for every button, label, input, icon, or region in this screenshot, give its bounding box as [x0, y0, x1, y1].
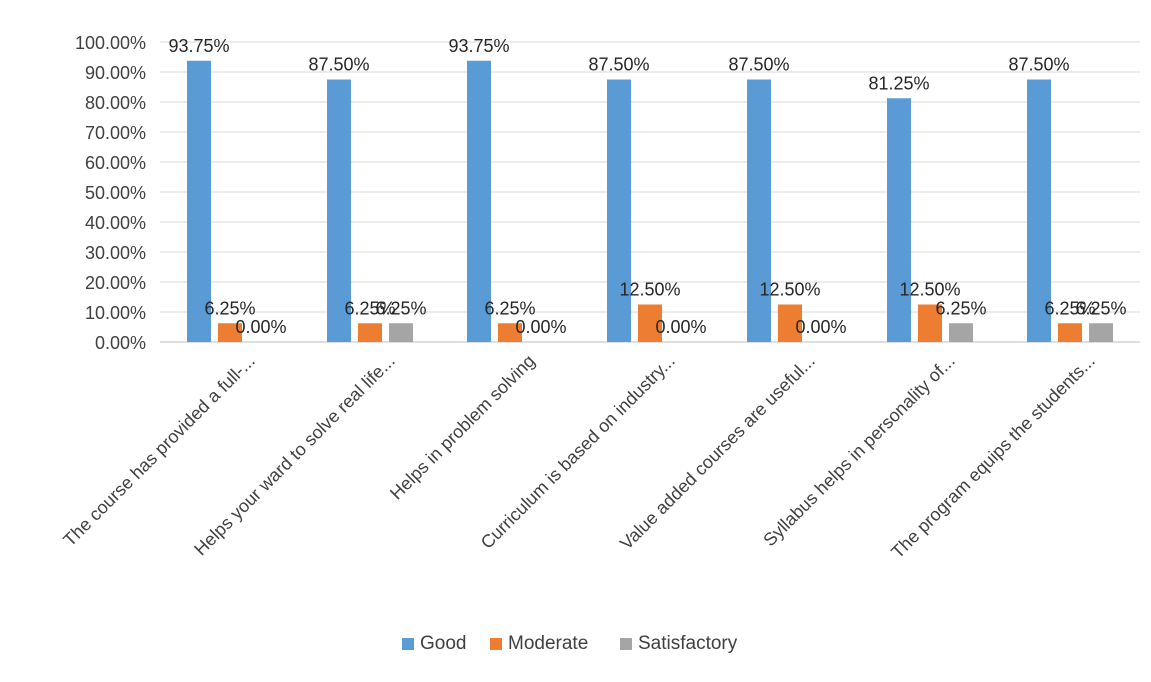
data-label-good: 87.50%	[308, 55, 369, 75]
bar-moderate	[498, 323, 522, 342]
data-label-moderate: 6.25%	[344, 298, 395, 318]
bar-moderate	[1058, 323, 1082, 342]
bar-good	[1027, 79, 1051, 342]
legend-swatch-good	[402, 638, 414, 650]
bar-moderate	[778, 304, 802, 342]
data-label-moderate: 12.50%	[759, 280, 820, 300]
y-tick-label: 70.00%	[85, 123, 146, 143]
bar-moderate	[638, 304, 662, 342]
data-label-satisfactory: 0.00%	[795, 317, 846, 337]
bar-moderate	[918, 304, 942, 342]
data-label-satisfactory: 6.25%	[1075, 298, 1126, 318]
legend-label-satisfactory: Satisfactory	[638, 633, 738, 654]
bar-moderate	[218, 323, 242, 342]
data-label-satisfactory: 0.00%	[515, 317, 566, 337]
y-tick-label: 0.00%	[95, 333, 146, 353]
data-label-moderate: 6.25%	[204, 298, 255, 318]
bar-good	[327, 79, 351, 342]
bar-moderate	[358, 323, 382, 342]
data-label-satisfactory: 6.25%	[375, 298, 426, 318]
data-label-moderate: 6.25%	[484, 298, 535, 318]
data-label-moderate: 6.25%	[1044, 298, 1095, 318]
y-tick-label: 20.00%	[85, 273, 146, 293]
legend-swatch-moderate	[490, 638, 502, 650]
y-tick-label: 100.00%	[75, 33, 146, 53]
data-label-good: 87.50%	[1008, 55, 1069, 75]
data-label-moderate: 12.50%	[619, 280, 680, 300]
y-tick-label: 80.00%	[85, 93, 146, 113]
data-label-satisfactory: 6.25%	[935, 298, 986, 318]
bar-good	[607, 79, 631, 342]
bar-satisfactory	[389, 323, 413, 342]
data-label-good: 93.75%	[448, 36, 509, 56]
bar-satisfactory	[949, 323, 973, 342]
bar-good	[887, 98, 911, 342]
data-label-satisfactory: 0.00%	[235, 317, 286, 337]
y-tick-label: 40.00%	[85, 213, 146, 233]
y-tick-label: 30.00%	[85, 243, 146, 263]
bar-good	[187, 60, 211, 342]
y-tick-label: 10.00%	[85, 303, 146, 323]
data-label-moderate: 12.50%	[899, 280, 960, 300]
legend-label-good: Good	[420, 633, 466, 654]
data-label-good: 87.50%	[728, 55, 789, 75]
bar-good	[747, 79, 771, 342]
data-label-good: 87.50%	[588, 55, 649, 75]
data-label-good: 81.25%	[868, 73, 929, 93]
data-label-good: 93.75%	[168, 36, 229, 56]
legend-swatch-satisfactory	[620, 638, 632, 650]
bar-good	[467, 60, 491, 342]
data-label-satisfactory: 0.00%	[655, 317, 706, 337]
bar-satisfactory	[1089, 323, 1113, 342]
legend-label-moderate: Moderate	[508, 633, 588, 654]
x-category-label: Helps in problem solving	[386, 351, 539, 504]
y-tick-label: 50.00%	[85, 183, 146, 203]
y-tick-label: 60.00%	[85, 153, 146, 173]
y-tick-label: 90.00%	[85, 63, 146, 83]
